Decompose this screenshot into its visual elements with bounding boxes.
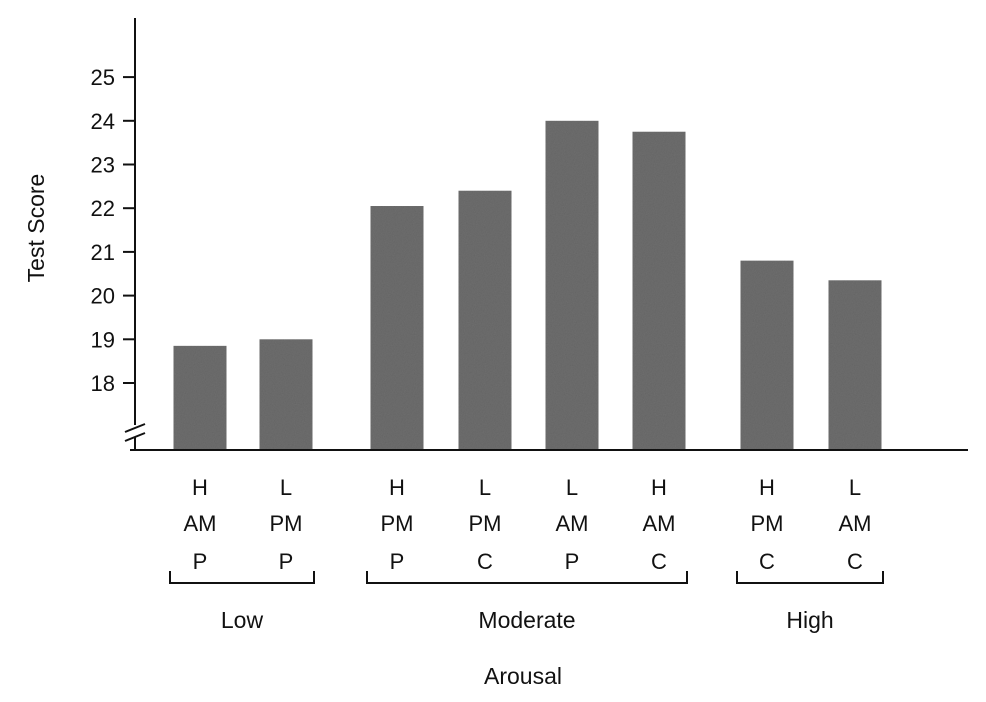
category-label-line: L [280,475,292,500]
bar [173,345,227,450]
category-label-line: C [651,549,667,574]
y-tick-label: 22 [91,196,115,221]
category-label-line: P [390,549,405,574]
category-label-line: H [192,475,208,500]
group-brackets: Low Moderate High [169,571,884,633]
group-bracket [366,571,688,584]
y-ticks: 18 19 20 21 22 23 24 25 [91,65,135,396]
group-bracket [736,571,884,584]
category-label-line: C [847,549,863,574]
y-tick-label: 24 [91,109,115,134]
x-axis-title: Arousal [484,663,562,689]
group-label: Moderate [478,607,575,633]
y-tick-label: 23 [91,153,115,178]
category-label-line: AM [643,511,676,536]
bar [632,131,686,450]
category-label-line: L [566,475,578,500]
bar [828,280,882,450]
bar [458,190,512,450]
y-tick-label: 25 [91,65,115,90]
axis-break-icon [124,423,146,442]
category-label-line: P [193,549,208,574]
category-label-line: H [759,475,775,500]
category-label-line: H [389,475,405,500]
bar [740,260,794,450]
category-label-line: P [565,549,580,574]
category-label-line: PM [469,511,502,536]
category-label-line: PM [751,511,784,536]
bar [545,120,599,451]
group-label: High [786,607,833,633]
y-tick-label: 20 [91,284,115,309]
y-tick-label: 18 [91,371,115,396]
category-label-line: PM [270,511,303,536]
category-label-line: P [279,549,294,574]
bar [259,339,313,450]
y-axis-title: Test Score [23,174,49,283]
category-label-line: C [759,549,775,574]
y-tick-label: 19 [91,327,115,352]
bars-layer [173,120,882,451]
category-label-line: L [479,475,491,500]
category-label-line: AM [556,511,589,536]
category-labels: H AM P L PM P H PM P L PM C L AM P H AM C H PM C L AM C [184,475,872,574]
category-label-line: L [849,475,861,500]
category-label-line: PM [381,511,414,536]
category-label-line: C [477,549,493,574]
y-tick-label: 21 [91,240,115,265]
category-label-line: H [651,475,667,500]
group-bracket [169,571,315,584]
axes [124,18,968,451]
group-label: Low [221,607,264,633]
category-label-line: AM [184,511,217,536]
category-label-line: AM [839,511,872,536]
bar [370,206,424,450]
